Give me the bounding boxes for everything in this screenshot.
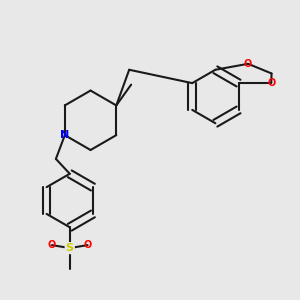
Text: S: S — [66, 243, 74, 253]
Text: O: O — [83, 240, 92, 250]
Text: O: O — [267, 78, 275, 88]
Text: O: O — [244, 59, 252, 69]
Text: O: O — [48, 240, 56, 250]
Text: N: N — [60, 130, 69, 140]
